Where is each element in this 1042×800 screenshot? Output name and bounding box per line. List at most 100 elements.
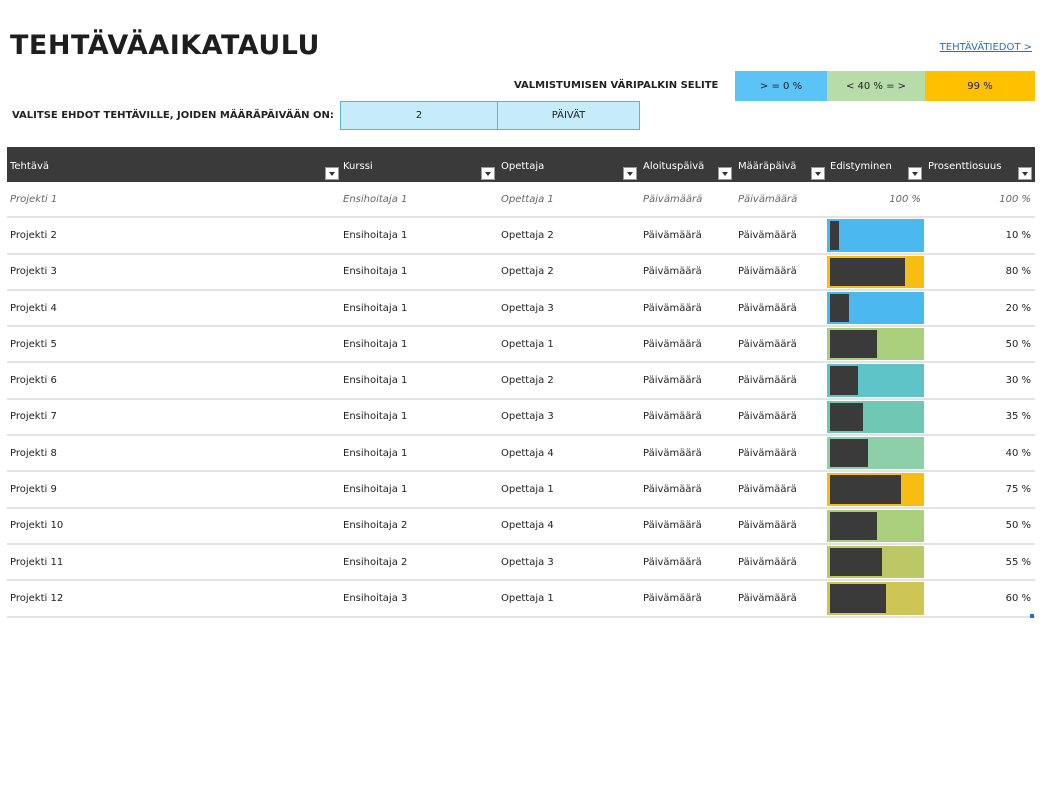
teacher-cell: Opettaja 3 — [501, 556, 554, 568]
task-cell: Projekti 7 — [10, 411, 57, 423]
percent-cell: 80 % — [1005, 266, 1031, 278]
filter-dropdown-icon[interactable] — [908, 167, 922, 180]
progress-cell: 100 % — [889, 193, 921, 205]
filter-dropdown-icon[interactable] — [623, 167, 637, 180]
teacher-cell: Opettaja 1 — [501, 592, 554, 604]
start-date-cell: Päivämäärä — [643, 302, 702, 314]
col-label-percent: Prosenttiosuus — [928, 161, 1002, 172]
due-date-cell: Päivämäärä — [738, 229, 797, 241]
due-date-cell: Päivämäärä — [738, 484, 797, 496]
due-date-cell: Päivämäärä — [738, 338, 797, 350]
table-row[interactable]: Projekti 8 Ensihoitaja 1 Opettaja 4 Päivämä… — [7, 436, 1035, 473]
due-date-cell: Päivämäärä — [738, 520, 797, 532]
percent-cell: 40 % — [1005, 447, 1031, 459]
teacher-cell: Opettaja 1 — [501, 484, 554, 496]
course-cell: Ensihoitaja 2 — [343, 556, 408, 568]
course-cell: Ensihoitaja 1 — [343, 338, 408, 350]
task-cell: Projekti 12 — [10, 592, 64, 604]
task-details-link[interactable]: TEHTÄVÄTIEDOT > — [939, 42, 1032, 53]
col-header-teacher: Opettaja — [498, 147, 640, 182]
course-cell: Ensihoitaja 1 — [343, 447, 408, 459]
progress-bar-fill — [830, 475, 901, 504]
progress-bar-fill — [830, 402, 863, 432]
percent-cell: 60 % — [1005, 592, 1031, 604]
task-cell: Projekti 3 — [10, 266, 57, 278]
col-label-course: Kurssi — [343, 161, 373, 172]
percent-cell: 10 % — [1005, 229, 1031, 241]
due-date-cell: Päivämäärä — [738, 193, 798, 205]
start-date-cell: Päivämäärä — [643, 520, 702, 532]
progress-bar-fill — [830, 584, 886, 613]
teacher-cell: Opettaja 4 — [501, 447, 554, 459]
progress-bar-fill — [830, 547, 882, 577]
table-row[interactable]: Projekti 3 Ensihoitaja 1 Opettaja 2 Päivämä… — [7, 255, 1035, 291]
filter-dropdown-icon[interactable] — [325, 167, 339, 180]
table-row[interactable]: Projekti 7 Ensihoitaja 1 Opettaja 3 Päivämä… — [7, 400, 1035, 437]
filter-dropdown-icon[interactable] — [481, 167, 495, 180]
start-date-cell: Päivämäärä — [643, 338, 702, 350]
table-row[interactable]: Projekti 10 Ensihoitaja 2 Opettaja 4 Päiväm… — [7, 509, 1035, 545]
start-date-cell: Päivämäärä — [643, 592, 702, 604]
task-table: Tehtävä Kurssi Opettaja Aloituspäivä Mää… — [7, 147, 1035, 618]
course-cell: Ensihoitaja 1 — [343, 302, 408, 314]
course-cell: Ensihoitaja 1 — [343, 229, 408, 241]
filter-dropdown-icon[interactable] — [811, 167, 825, 180]
start-date-cell: Päivämäärä — [643, 556, 702, 568]
teacher-cell: Opettaja 2 — [501, 266, 554, 278]
table-row[interactable]: Projekti 11 Ensihoitaja 2 Opettaja 3 Päiväm… — [7, 545, 1035, 582]
percent-cell: 100 % — [999, 193, 1031, 205]
filter-label: VALITSE EHDOT TEHTÄVILLE, JOIDEN MÄÄRÄPÄ… — [12, 110, 334, 121]
percent-cell: 50 % — [1005, 520, 1031, 532]
days-input[interactable]: 2 — [340, 101, 498, 130]
table-row[interactable]: Projekti 4 Ensihoitaja 1 Opettaja 3 Päivämä… — [7, 291, 1035, 328]
filter-dropdown-icon[interactable] — [718, 167, 732, 180]
start-date-cell: Päivämäärä — [643, 375, 702, 387]
progress-bar — [827, 328, 924, 361]
progress-bar — [827, 582, 924, 615]
progress-bar-fill — [830, 511, 877, 540]
progress-bar-fill — [830, 330, 877, 359]
teacher-cell: Opettaja 4 — [501, 520, 554, 532]
progress-bar-fill — [830, 366, 858, 395]
start-date-cell: Päivämäärä — [643, 484, 702, 496]
teacher-cell: Opettaja 1 — [501, 193, 554, 205]
col-header-progress: Edistyminen — [827, 147, 925, 182]
due-date-cell: Päivämäärä — [738, 592, 797, 604]
table-row[interactable]: Projekti 6 Ensihoitaja 1 Opettaja 2 Päivämä… — [7, 363, 1035, 400]
col-header-start: Aloituspäivä — [640, 147, 735, 182]
legend-item-mid: < 40 % = > — [827, 71, 925, 101]
filter-dropdown-icon[interactable] — [1018, 167, 1032, 180]
legend-item-high: 99 % — [925, 71, 1035, 101]
progress-bar — [827, 219, 924, 252]
task-cell: Projekti 9 — [10, 484, 57, 496]
legend-item-low: > = 0 % — [735, 71, 827, 101]
table-row[interactable]: Projekti 9 Ensihoitaja 1 Opettaja 1 Päivämä… — [7, 472, 1035, 509]
table-row[interactable]: Projekti 1 Ensihoitaja 1 Opettaja 1 Päivämä… — [7, 182, 1035, 219]
legend-label: VALMISTUMISEN VÄRIPALKIN SELITE — [514, 80, 719, 91]
table-body: Projekti 1 Ensihoitaja 1 Opettaja 1 Päivämä… — [7, 182, 1035, 618]
progress-bar — [827, 255, 924, 288]
table-row[interactable]: Projekti 12 Ensihoitaja 3 Opettaja 1 Päiväm… — [7, 581, 1035, 618]
due-date-cell: Päivämäärä — [738, 411, 797, 423]
task-cell: Projekti 5 — [10, 338, 57, 350]
progress-bar — [827, 473, 924, 506]
percent-cell: 35 % — [1005, 411, 1031, 423]
progress-bar — [827, 364, 924, 397]
table-row[interactable]: Projekti 5 Ensihoitaja 1 Opettaja 1 Päivämä… — [7, 327, 1035, 364]
percent-cell: 20 % — [1005, 302, 1031, 314]
teacher-cell: Opettaja 2 — [501, 229, 554, 241]
progress-bar-fill — [830, 257, 905, 286]
table-row[interactable]: Projekti 2 Ensihoitaja 1 Opettaja 2 Päivämä… — [7, 218, 1035, 255]
task-cell: Projekti 10 — [10, 520, 64, 532]
col-header-due: Määräpäivä — [735, 147, 828, 182]
col-header-percent: Prosenttiosuus — [925, 147, 1035, 182]
start-date-cell: Päivämäärä — [643, 411, 702, 423]
table-header: Tehtävä Kurssi Opettaja Aloituspäivä Mää… — [7, 147, 1035, 182]
course-cell: Ensihoitaja 1 — [343, 484, 408, 496]
due-date-cell: Päivämäärä — [738, 375, 797, 387]
task-cell: Projekti 11 — [10, 556, 64, 568]
course-cell: Ensihoitaja 2 — [343, 520, 408, 532]
task-cell: Projekti 1 — [10, 193, 58, 205]
due-date-cell: Päivämäärä — [738, 302, 797, 314]
table-resize-handle[interactable] — [1030, 614, 1034, 618]
